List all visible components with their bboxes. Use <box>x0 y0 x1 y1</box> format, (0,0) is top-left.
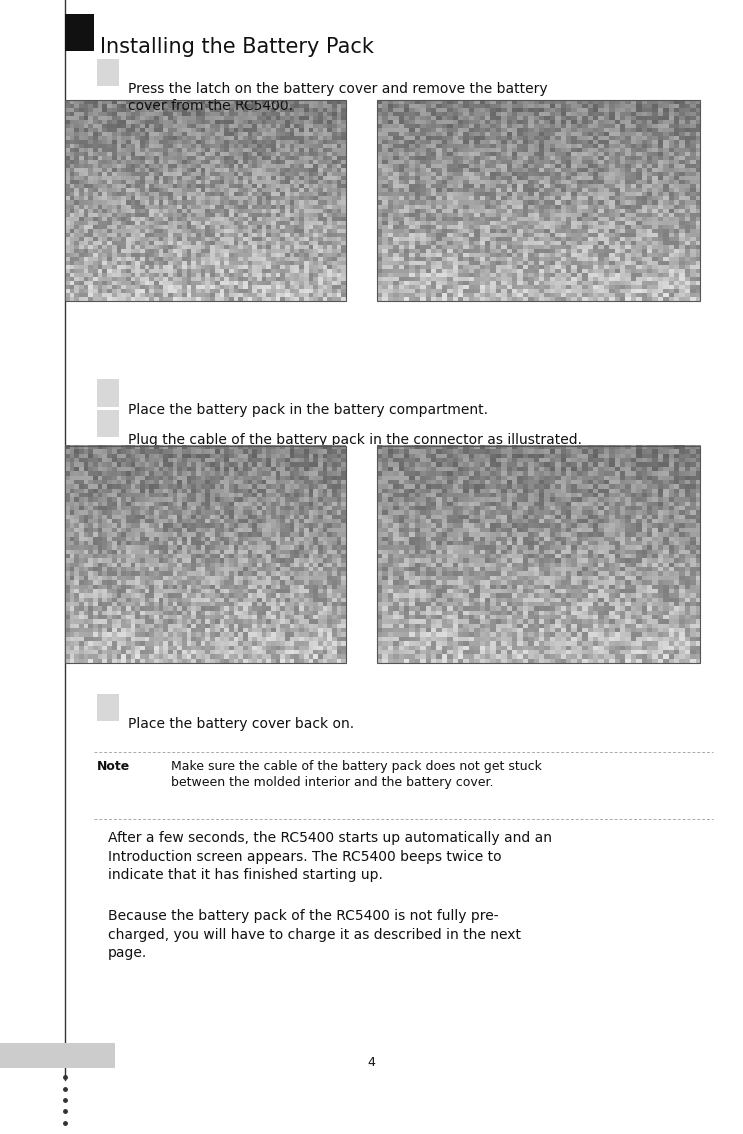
Text: Note: Note <box>97 760 130 772</box>
Bar <box>97 411 119 438</box>
Bar <box>377 446 700 663</box>
Bar <box>65 446 346 663</box>
Bar <box>97 380 119 407</box>
Bar <box>65 14 94 51</box>
Text: Place the battery pack in the battery compartment.: Place the battery pack in the battery co… <box>128 403 488 416</box>
Text: After a few seconds, the RC5400 starts up automatically and an
Introduction scre: After a few seconds, the RC5400 starts u… <box>108 831 552 882</box>
Bar <box>65 100 346 301</box>
Text: Place the battery cover back on.: Place the battery cover back on. <box>128 717 354 730</box>
Text: Because the battery pack of the RC5400 is not fully pre-
charged, you will have : Because the battery pack of the RC5400 i… <box>108 909 521 960</box>
Text: Installing the Battery Pack: Installing the Battery Pack <box>100 37 374 58</box>
Text: 4: 4 <box>103 700 112 714</box>
Text: 1: 1 <box>103 65 112 79</box>
Text: Make sure the cable of the battery pack does not get stuck
between the molded in: Make sure the cable of the battery pack … <box>171 760 542 789</box>
Bar <box>377 100 700 301</box>
Text: 4: 4 <box>368 1056 375 1069</box>
Text: 2: 2 <box>103 386 112 400</box>
Text: 3: 3 <box>103 416 112 431</box>
Bar <box>97 694 119 721</box>
Text: User Guide: User Guide <box>29 1052 82 1061</box>
Text: Press the latch on the battery cover and remove the battery
cover from the RC540: Press the latch on the battery cover and… <box>128 82 548 113</box>
Bar <box>97 59 119 86</box>
Text: Plug the cable of the battery pack in the connector as illustrated.: Plug the cable of the battery pack in th… <box>128 433 582 447</box>
Bar <box>0 1043 115 1068</box>
